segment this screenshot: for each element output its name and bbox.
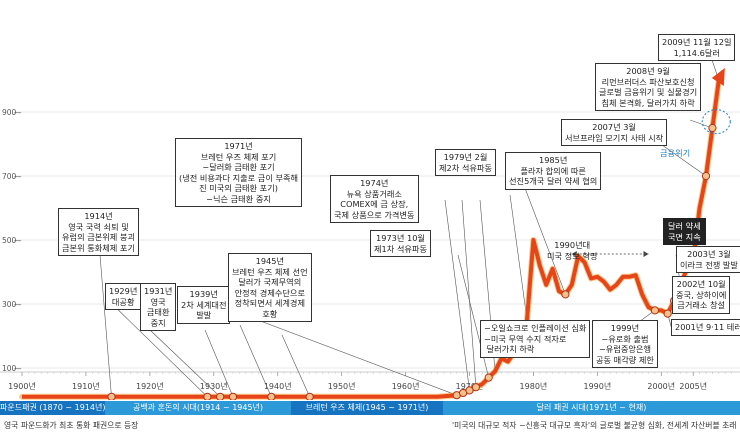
era-dollar: 달러 패권 시대(1971년 ~ 현재) [443,401,740,415]
annotation-1945: 1945년 브레턴 우즈 체제 선언 달러가 국제무역의 안정적 경제수단으로 … [228,253,312,322]
event-marker [650,306,659,315]
annotation-1999: 1999년 −유로화 출범 −유럽중앙은행 공동 매각량 제한 [592,320,658,368]
y-tick-mark: — [14,236,22,245]
leader-line [654,139,707,177]
annotation-1939: 1939년 2차 세계대전 발발 [177,286,231,324]
y-tick-label: 700 [2,172,17,181]
x-tick-label: 2005년 [679,381,707,391]
series-arrowhead [711,68,725,86]
x-tick-label: 1970년 [456,381,484,391]
leader-line [99,254,112,397]
y-tick-label: 100 [2,364,17,373]
event-marker [484,373,493,382]
annotation-1985: 1985년 플라자 합의에 따른 선진5개국 달러 약세 협의 [505,152,602,190]
annotation-1973: 1973년 10월 제1차 석유파동 [370,230,432,257]
annotation-1980s: −오일쇼크로 인플레이션 심화 −미국 무역 수지 적자로 달러가치 하락 [480,320,591,358]
leader-line [519,174,566,295]
annotation-1914: 1914년 영국 국력 쇠퇴 및 유럽의 금본위제 붕괴 금본위 통화체제 포기 [58,208,139,256]
event-marker [465,386,474,395]
annotation-1929: 1929년 대공황 [105,283,142,310]
y-axis: 100—300—500—700—900— [2,108,22,373]
span-arrow-right [643,251,649,257]
event-marker [561,290,570,299]
y-tick-label: 900 [2,108,17,117]
x-axis: 1900년 1910년 1920년 1930년 1940년 1950년 1960년 1970년… [0,371,740,391]
footer-left: 영국 파운드화가 최초 통화 패권으로 등장 [4,421,139,430]
leader-line [281,334,310,397]
event-marker [267,392,276,400]
x-tick-label: 1940년 [264,381,292,391]
gold-price-series [19,68,725,400]
event-marker [471,383,480,392]
event-marker [305,392,314,400]
annotation-1974: 1974년 뉴욕 상품거래소 COMEX에 금 상장, 국제 상품으로 가격변동 [330,175,419,223]
x-tick-label: 1960년 [392,381,420,391]
y-tick-mark: — [14,300,22,309]
annotation-1979: 1979년 2월 제2차 석유파동 [435,149,497,176]
y-tick-mark: — [14,364,22,373]
annotation-2001: 2001년 9·11 테러 [671,319,740,336]
event-marker [216,392,225,400]
annotation-2007: 2007년 3월 서브프라임 모기지 사태 시작 [561,119,668,146]
era-chaos: 공백과 혼돈의 시대(1914 ~ 1945년) [105,401,291,415]
annotation-2002: 2002년 10월 중국, 상하이에 금거래소 창설 [672,276,731,314]
event-marker [203,392,212,400]
annotation-2003: 2003년 3월 이라크 전쟁 발발 [676,246,740,273]
event-marker [701,171,711,181]
footer-right: '미국의 대규모 적자 −신흥국 대규모 흑자'의 글로벌 불균형 심화, 전세… [452,421,737,430]
event-markers [107,109,731,400]
leader-line [509,194,528,321]
annotation-2009: 2009년 11월 12일 1,114.6달러 [658,34,736,61]
x-tick-label: 1950년 [328,381,356,391]
annotation-1931: 1931년 영국 금태환 중지 [140,283,177,331]
annotation-dollar-weak: 달러 약세 국면 지속 [663,218,706,245]
x-tick-label: 1910년 [72,381,100,391]
era-bretton-woods: 브레턴 우즈 체제(1945 ~ 1971년) [291,401,443,415]
x-tick-label: 1900년 [8,381,36,391]
x-tick-label: 2000년 [647,381,675,391]
x-tick-label: 1990년 [583,381,611,391]
annotation-crisis: 금융위기 [660,148,691,158]
y-tick-mark: — [14,172,22,181]
series-line [22,79,721,399]
era-pound: 파운드패권 (1870 ~ 1914년) [0,401,105,415]
x-tick-label: 1930년 [200,381,228,391]
leader-line [149,329,221,398]
x-tick-label: 1980년 [520,381,548,391]
event-marker [107,392,116,400]
leader-line [461,199,477,388]
y-tick-label: 500 [2,236,17,245]
leader-line [444,199,470,391]
event-marker [663,309,672,318]
y-tick-mark: — [14,108,22,117]
leader-line [204,329,234,397]
annotation-2008: 2008년 9월 리먼브러더스 파산보호신청 글로벌 금융위기 및 실물경기 침… [595,63,702,111]
event-marker [708,123,717,133]
annotation-1990s: 1990년대 미국 정보 혁명 [547,240,598,261]
annotation-1971: 1971년 브레턴 우즈 체제 포기 −달러화 금태환 포기 (냉전 비용과다 … [175,138,303,207]
crisis-highlight [701,109,731,135]
x-tick-label: 1920년 [136,381,164,391]
gold-price-chart: 100—300—500—700—900— 1900년 1910년 1920년 1930… [0,59,740,400]
leader-line [107,299,208,398]
y-tick-label: 300 [2,300,17,309]
event-marker [228,392,238,400]
leader-line [457,254,489,378]
leader-line [239,324,272,397]
